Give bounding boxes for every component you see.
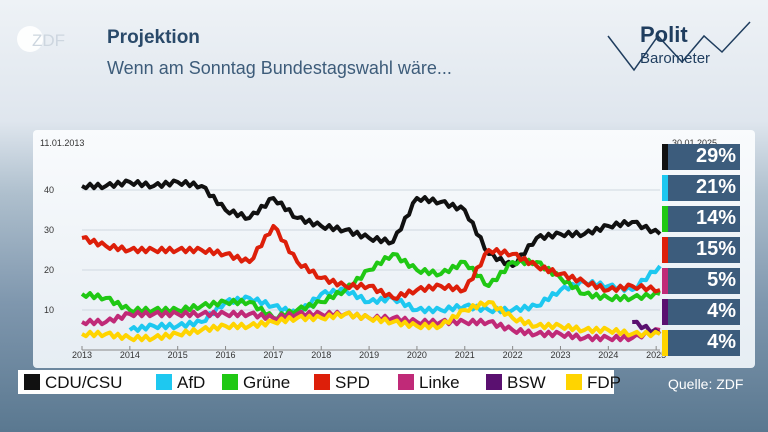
legend-label: BSW [507,373,546,392]
x-tick-label: 2021 [455,350,475,360]
value-label: 4% [707,331,736,353]
legend-label: FDP [587,373,621,392]
x-tick-label: 2022 [503,350,523,360]
brand-main: Polit [640,22,688,47]
legend-label: CDU/CSU [45,373,123,392]
series-line-bsw [632,319,662,336]
value-label: 15% [695,238,736,260]
series-line-cdu-csu [81,178,662,268]
x-tick-label: 2015 [168,350,188,360]
legend-swatch [222,374,238,390]
legend-label: SPD [335,373,370,392]
x-tick-label: 2018 [311,350,331,360]
x-tick-label: 2020 [407,350,427,360]
x-tick-label: 2017 [263,350,283,360]
source-label: Quelle: ZDF [668,376,744,392]
value-label: 21% [695,176,736,198]
legend-swatch [314,374,330,390]
legend-swatch [156,374,172,390]
date-start: 11.01.2013 [40,138,85,148]
brand-sub: Barometer [640,50,711,67]
legend-label: Grüne [243,373,291,392]
value-color-bar [662,206,668,232]
x-tick-label: 2023 [550,350,570,360]
y-tick-label: 20 [44,265,54,275]
legend: CDU/CSU AfD Grüne SPD Linke BSW FDP [18,370,621,394]
x-tick-label: 2024 [598,350,618,360]
value-box-afd: 21% [662,175,740,201]
value-box-cdu-csu: 29% [662,144,740,170]
value-box-bsw: 4% [662,299,740,325]
value-color-bar [662,330,668,356]
series-line-gr-ne [80,252,661,321]
y-tick-label: 40 [44,185,54,195]
legend-swatch [566,374,582,390]
zdf-logo: ZDF [17,26,65,52]
series-line-spd [81,224,661,301]
legend-swatch [486,374,502,390]
zdf-logo-text: ZDF [32,31,65,50]
value-color-bar [662,175,668,201]
page-subtitle: Wenn am Sonntag Bundestagswahl wäre... [107,58,452,78]
legend-label: Linke [419,373,460,392]
date-end: 30.01.2025 [672,138,718,148]
value-color-bar [662,268,668,294]
x-tick-label: 2016 [216,350,236,360]
value-label: 14% [695,207,736,229]
y-tick-label: 10 [44,305,54,315]
x-tick-label: 2013 [72,350,92,360]
value-color-bar [662,144,668,170]
y-tick-label: 30 [44,225,54,235]
value-color-bar [662,237,668,263]
value-box-gr-ne: 14% [662,206,740,232]
x-tick-label: 2025 [646,350,666,360]
series-line-fdp [81,300,661,343]
legend-swatch [24,374,40,390]
x-tick-label: 2014 [120,350,140,360]
value-label: 29% [695,145,736,167]
value-box-fdp: 4% [662,330,740,356]
value-box-linke: 5% [662,268,740,294]
legend-label: AfD [177,373,206,392]
value-label: 4% [707,300,736,322]
value-box-spd: 15% [662,237,740,263]
x-tick-label: 2019 [359,350,379,360]
page-title: Projektion [107,27,200,48]
value-color-bar [662,299,668,325]
checkmark-icon [607,21,751,72]
value-label: 5% [707,269,736,291]
politbarometer-logo: Polit Barometer [600,18,760,78]
legend-swatch [398,374,414,390]
